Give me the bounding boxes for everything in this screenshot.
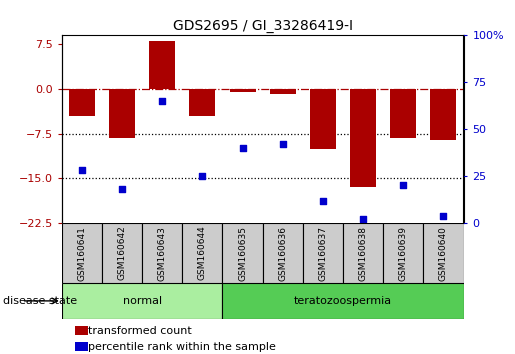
Bar (350, 89, 376, 187)
Bar (182, 223, 222, 283)
Bar (390, 89, 416, 138)
Text: GSM160642: GSM160642 (117, 226, 127, 280)
Title: GDS2695 / GI_33286419-I: GDS2695 / GI_33286419-I (173, 19, 353, 33)
Bar (149, 41, 175, 89)
Point (279, 141, 287, 147)
Point (399, 183, 407, 188)
Text: GSM160640: GSM160640 (439, 225, 448, 281)
Text: teratozoospermia: teratozoospermia (294, 296, 392, 306)
Point (439, 213, 448, 218)
Bar (222, 223, 263, 283)
Bar (222, 283, 464, 319)
Text: GSM160644: GSM160644 (198, 226, 207, 280)
Point (319, 198, 327, 203)
Text: normal: normal (123, 296, 162, 306)
Point (158, 98, 166, 104)
Bar (62, 223, 102, 283)
Text: transformed count: transformed count (88, 326, 191, 336)
Text: GSM160639: GSM160639 (399, 225, 408, 281)
Bar (303, 223, 343, 283)
Text: GSM160641: GSM160641 (77, 225, 87, 281)
Point (78, 168, 86, 173)
Text: GSM160638: GSM160638 (358, 225, 368, 281)
Point (238, 145, 247, 151)
Text: GSM160637: GSM160637 (318, 225, 328, 281)
Bar (142, 223, 182, 283)
Text: GSM160636: GSM160636 (278, 225, 287, 281)
Text: GSM160643: GSM160643 (158, 225, 167, 281)
Text: percentile rank within the sample: percentile rank within the sample (88, 342, 276, 352)
Bar (263, 223, 303, 283)
Bar (343, 223, 383, 283)
Bar (310, 89, 336, 149)
Point (118, 187, 126, 192)
Bar (69, 89, 95, 116)
Text: disease state: disease state (3, 296, 77, 306)
Bar (109, 89, 135, 138)
Bar (62, 283, 222, 319)
Bar (423, 223, 464, 283)
Bar (270, 89, 296, 94)
Bar (431, 89, 456, 139)
Text: GSM160635: GSM160635 (238, 225, 247, 281)
Bar (190, 89, 215, 116)
Point (359, 216, 367, 222)
Bar (383, 223, 423, 283)
Point (198, 173, 207, 179)
Bar (102, 223, 142, 283)
Bar (230, 89, 255, 92)
